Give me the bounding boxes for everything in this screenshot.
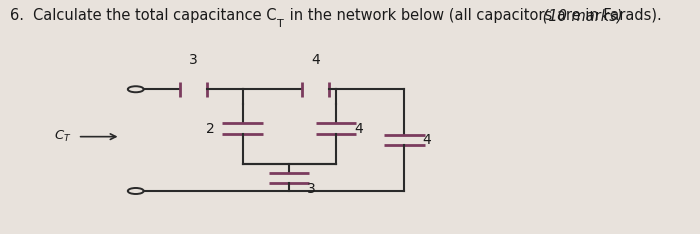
Text: 4: 4 [354, 121, 363, 135]
Text: $C_T$: $C_T$ [54, 129, 71, 144]
Text: 4: 4 [423, 133, 431, 147]
Text: 4: 4 [312, 53, 321, 67]
Text: T: T [277, 19, 284, 29]
Text: in the network below (all capacitors are in Farads).: in the network below (all capacitors are… [286, 8, 662, 23]
Text: (10 marks): (10 marks) [538, 8, 622, 23]
Text: 6.: 6. [10, 8, 24, 23]
Text: 3: 3 [190, 53, 198, 67]
Text: 2: 2 [206, 121, 215, 135]
Text: 3: 3 [307, 182, 316, 196]
Text: Calculate the total capacitance C: Calculate the total capacitance C [33, 8, 276, 23]
